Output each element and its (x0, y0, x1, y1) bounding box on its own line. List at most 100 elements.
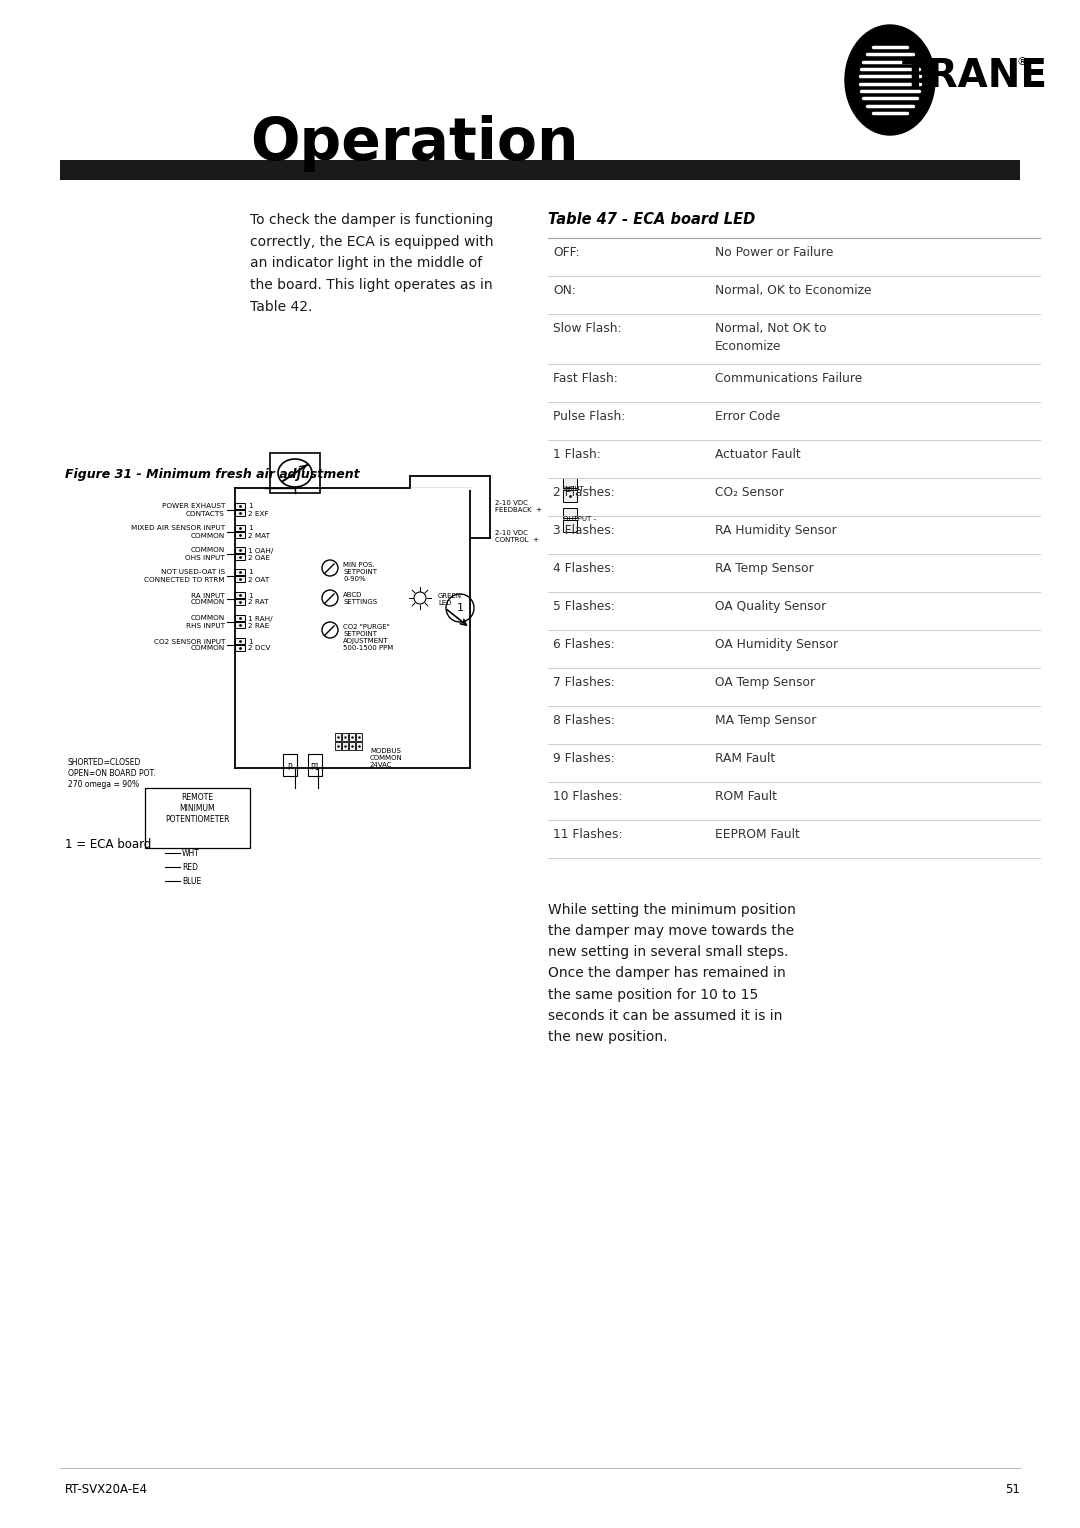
Text: 11 Flashes:: 11 Flashes: (553, 828, 622, 840)
Text: P1: P1 (310, 762, 320, 772)
Bar (342, 733, 348, 741)
Text: ROM Fault: ROM Fault (715, 790, 777, 804)
Bar (349, 743, 355, 750)
Text: RT-SVX20A-E4: RT-SVX20A-E4 (65, 1484, 148, 1496)
Text: CO2 SENSOR INPUT
COMMON: CO2 SENSOR INPUT COMMON (153, 639, 225, 651)
Text: 1
2 RAT: 1 2 RAT (248, 593, 269, 605)
Text: 2 Flashes:: 2 Flashes: (553, 486, 615, 500)
Text: 10 Flashes:: 10 Flashes: (553, 790, 622, 804)
Text: 1: 1 (457, 604, 463, 613)
Text: Operation: Operation (249, 115, 579, 171)
Bar (563, 507, 577, 518)
Text: 3 Flashes:: 3 Flashes: (553, 524, 615, 536)
Text: OA Humidity Sensor: OA Humidity Sensor (715, 639, 838, 651)
Text: 7 Flashes:: 7 Flashes: (553, 675, 615, 689)
Text: While setting the minimum position
the damper may move towards the
new setting i: While setting the minimum position the d… (548, 903, 796, 1044)
Bar (283, 753, 297, 776)
Bar (235, 639, 245, 643)
Circle shape (322, 559, 338, 576)
Text: No Power or Failure: No Power or Failure (715, 246, 834, 260)
Bar (349, 733, 355, 741)
Text: Table 47 - ECA board LED: Table 47 - ECA board LED (548, 212, 755, 228)
Bar (235, 526, 245, 532)
Bar (235, 568, 245, 575)
Bar (235, 555, 245, 559)
Bar (235, 532, 245, 538)
Text: 5 Flashes:: 5 Flashes: (553, 601, 615, 613)
Bar (563, 520, 577, 532)
Text: 8 Flashes:: 8 Flashes: (553, 714, 615, 727)
Text: MIXED AIR SENSOR INPUT
COMMON: MIXED AIR SENSOR INPUT COMMON (131, 526, 225, 538)
Bar (563, 490, 577, 503)
Text: MODBUS
COMMON
24VAC: MODBUS COMMON 24VAC (370, 749, 403, 769)
Text: EEPROM Fault: EEPROM Fault (715, 828, 800, 840)
Text: BLUE: BLUE (183, 877, 201, 886)
Text: To check the damper is functioning
correctly, the ECA is equipped with
an indica: To check the damper is functioning corre… (249, 212, 494, 313)
Text: INPUT  -: INPUT - (563, 486, 591, 492)
Text: NOT USED-OAT IS
CONNECTED TO RTRM: NOT USED-OAT IS CONNECTED TO RTRM (145, 570, 225, 582)
Bar (563, 478, 577, 487)
Text: Normal, Not OK to
Economize: Normal, Not OK to Economize (715, 322, 826, 353)
Text: 1 Flash:: 1 Flash: (553, 448, 600, 461)
Text: 1 OAH/
2 OAE: 1 OAH/ 2 OAE (248, 547, 273, 561)
Text: Fast Flash:: Fast Flash: (553, 371, 618, 385)
Text: ON:: ON: (553, 284, 576, 296)
Text: 1
2 DCV: 1 2 DCV (248, 639, 270, 651)
Text: REMOTE
MINIMUM
POTENTIOMETER: REMOTE MINIMUM POTENTIOMETER (165, 793, 229, 824)
Circle shape (322, 622, 338, 639)
Bar (235, 622, 245, 628)
Text: RA Temp Sensor: RA Temp Sensor (715, 562, 813, 575)
Text: 1 RAH/
2 RAE: 1 RAH/ 2 RAE (248, 616, 272, 628)
Text: 51: 51 (1005, 1484, 1020, 1496)
Bar (235, 503, 245, 509)
Text: 1
2 EXF: 1 2 EXF (248, 504, 269, 516)
Text: OFF:: OFF: (553, 246, 580, 260)
Text: CO₂ Sensor: CO₂ Sensor (715, 486, 784, 500)
Text: 2-10 VDC
FEEDBACK  +: 2-10 VDC FEEDBACK + (495, 500, 542, 513)
Bar (270, 452, 320, 494)
Ellipse shape (845, 24, 935, 134)
Bar (335, 733, 341, 741)
Bar (235, 645, 245, 651)
Text: POWER EXHAUST
CONTACTS: POWER EXHAUST CONTACTS (162, 504, 225, 516)
Text: OA Quality Sensor: OA Quality Sensor (715, 601, 826, 613)
Text: GREEN
LED: GREEN LED (438, 593, 462, 607)
Text: 4 Flashes:: 4 Flashes: (553, 562, 615, 575)
Text: COMMON
RHS INPUT: COMMON RHS INPUT (186, 616, 225, 628)
Text: ®: ® (1016, 57, 1027, 67)
Text: 1
2 OAT: 1 2 OAT (248, 570, 269, 582)
Bar (235, 599, 245, 605)
Bar (235, 547, 245, 553)
Text: RA INPUT
COMMON: RA INPUT COMMON (191, 593, 225, 605)
Bar (235, 576, 245, 582)
Text: OUTPUT -: OUTPUT - (563, 516, 596, 523)
Circle shape (322, 590, 338, 607)
Text: Slow Flash:: Slow Flash: (553, 322, 621, 335)
Bar (60, 160, 1020, 180)
Text: COMMON
OHS INPUT: COMMON OHS INPUT (186, 547, 225, 561)
Text: RED: RED (183, 862, 198, 871)
Text: WHT: WHT (183, 848, 200, 857)
Text: ABCD
SETTINGS: ABCD SETTINGS (343, 591, 377, 605)
Text: RA Humidity Sensor: RA Humidity Sensor (715, 524, 837, 536)
Bar (145, 788, 249, 848)
Text: 6 Flashes:: 6 Flashes: (553, 639, 615, 651)
Text: 1
2 MAT: 1 2 MAT (248, 526, 270, 538)
Text: 9 Flashes:: 9 Flashes: (553, 752, 615, 766)
Text: RAM Fault: RAM Fault (715, 752, 775, 766)
Text: Error Code: Error Code (715, 410, 780, 423)
Text: Actuator Fault: Actuator Fault (715, 448, 800, 461)
Text: TRANE: TRANE (902, 57, 1048, 95)
Bar (235, 614, 245, 620)
Text: P: P (287, 762, 293, 772)
Text: 2-10 VDC
CONTROL  +: 2-10 VDC CONTROL + (495, 530, 539, 544)
Text: OA Temp Sensor: OA Temp Sensor (715, 675, 815, 689)
Ellipse shape (278, 458, 312, 487)
Bar (235, 510, 245, 516)
Bar (308, 753, 322, 776)
Text: MIN POS.
SETPOINT
0-90%: MIN POS. SETPOINT 0-90% (343, 562, 377, 582)
Text: SHORTED=CLOSED
OPEN=ON BOARD POT.
270 omega = 90%: SHORTED=CLOSED OPEN=ON BOARD POT. 270 om… (68, 758, 156, 788)
Text: Figure 31 - Minimum fresh air adjustment: Figure 31 - Minimum fresh air adjustment (65, 468, 360, 481)
Bar (342, 743, 348, 750)
Text: Communications Failure: Communications Failure (715, 371, 862, 385)
